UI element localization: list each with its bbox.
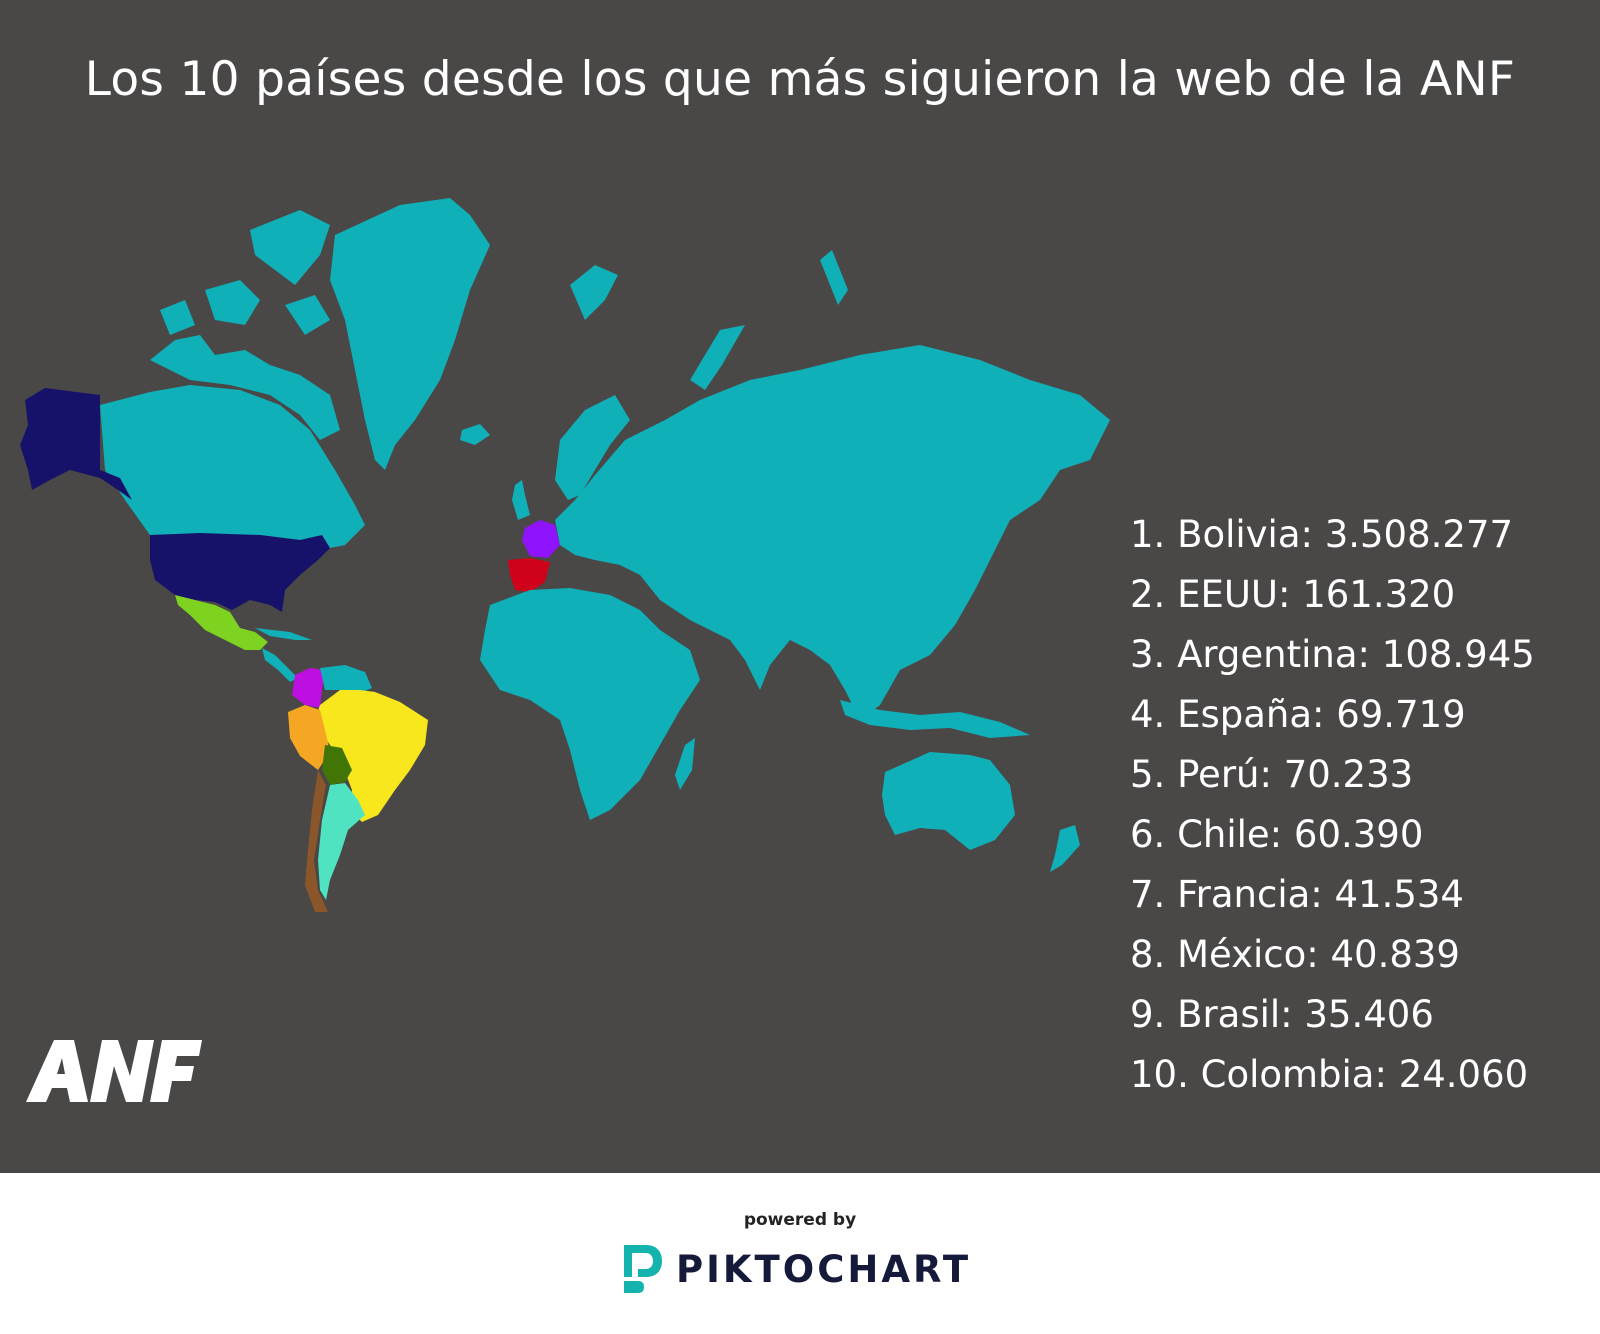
country-ranking-list: 1. Bolivia: 3.508.277 2. EEUU: 161.320 3… xyxy=(1130,505,1535,1105)
canada xyxy=(100,385,365,548)
spain xyxy=(508,558,550,592)
uk xyxy=(512,480,530,520)
footer: powered by PIKTOCHART xyxy=(0,1173,1600,1334)
infographic: Los 10 países desde los que más siguiero… xyxy=(0,0,1600,1173)
chile xyxy=(305,770,328,912)
piktochart-logo-icon xyxy=(624,1245,662,1293)
franz-josef-land xyxy=(820,250,848,305)
ranking-item: 5. Perú: 70.233 xyxy=(1130,753,1414,796)
argentina xyxy=(318,783,365,900)
piktochart-brand[interactable]: PIKTOCHART xyxy=(620,1241,971,1297)
usa xyxy=(150,533,330,612)
arctic-island-4 xyxy=(285,295,330,335)
anf-logo xyxy=(26,1040,202,1102)
ranking-item: 4. España: 69.719 xyxy=(1130,693,1466,736)
svalbard xyxy=(570,265,618,320)
powered-by-text: powered by xyxy=(743,1210,857,1230)
alaska xyxy=(20,388,132,500)
baffin-island xyxy=(250,210,330,285)
bolivia xyxy=(322,745,352,785)
ranking-item: 10. Colombia: 24.060 xyxy=(1130,1053,1529,1096)
novaya-zemlya xyxy=(690,325,745,390)
arctic-island-2 xyxy=(205,280,260,325)
iceland xyxy=(460,424,490,445)
madagascar xyxy=(675,738,695,790)
scandinavia xyxy=(555,395,630,500)
page-title: Los 10 países desde los que más siguiero… xyxy=(84,52,1516,107)
mexico xyxy=(175,595,268,650)
france xyxy=(522,520,560,558)
venezuela xyxy=(320,665,372,695)
ranking-item: 3. Argentina: 108.945 xyxy=(1130,633,1535,676)
ranking-item: 9. Brasil: 35.406 xyxy=(1130,993,1434,1036)
arctic-island-3 xyxy=(160,300,195,335)
indonesia xyxy=(840,700,1030,738)
ranking-item: 6. Chile: 60.390 xyxy=(1130,813,1424,856)
central-america xyxy=(262,648,298,682)
greenland xyxy=(330,198,490,470)
eurasia xyxy=(555,345,1110,720)
world-map xyxy=(20,198,1110,912)
africa xyxy=(480,588,700,820)
new-zealand xyxy=(1050,825,1080,872)
australia xyxy=(882,752,1015,850)
cuba xyxy=(255,628,312,640)
canadian-arctic-islands xyxy=(150,335,340,440)
piktochart-brand-name: PIKTOCHART xyxy=(676,1247,972,1291)
brazil xyxy=(312,690,428,822)
ranking-item: 2. EEUU: 161.320 xyxy=(1130,573,1456,616)
ranking-item: 1. Bolivia: 3.508.277 xyxy=(1130,513,1514,556)
japan xyxy=(950,520,985,600)
peru xyxy=(288,705,330,770)
ranking-item: 7. Francia: 41.534 xyxy=(1130,873,1464,916)
colombia xyxy=(292,668,325,708)
ranking-item: 8. México: 40.839 xyxy=(1130,933,1460,976)
